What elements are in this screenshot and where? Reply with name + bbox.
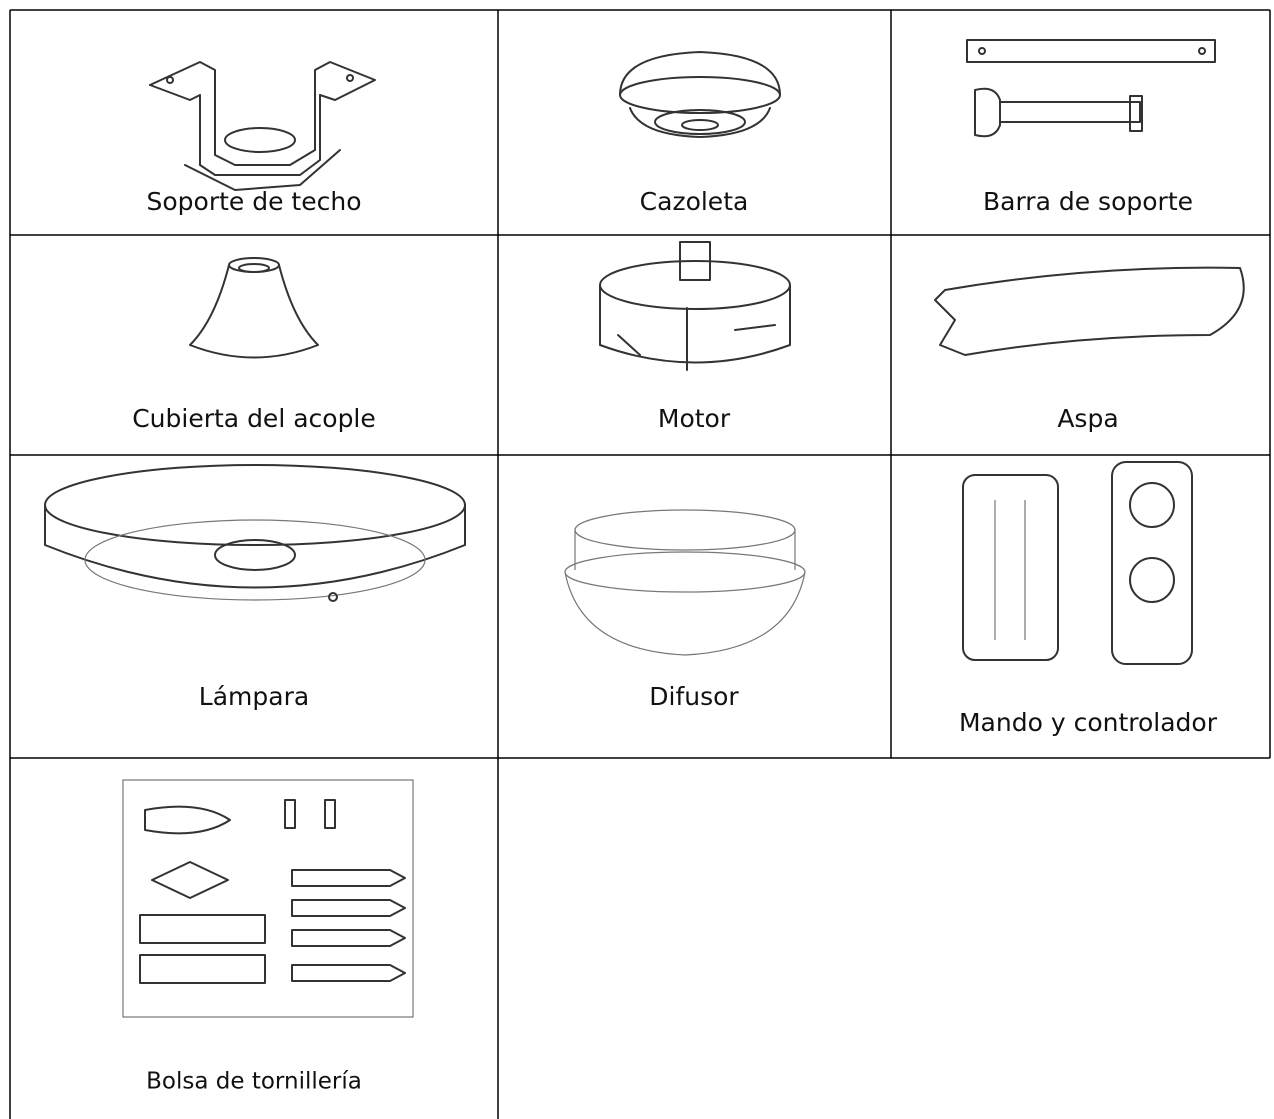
part-label: Aspa bbox=[1057, 404, 1118, 433]
remote-icon bbox=[962, 461, 1193, 665]
part-label: Lámpara bbox=[199, 682, 309, 711]
part-label: Mando y controlador bbox=[959, 708, 1218, 737]
support-bar-icon bbox=[966, 39, 1216, 138]
table-grid bbox=[9, 9, 1271, 1119]
coupling-cover-icon bbox=[189, 257, 319, 359]
blade-icon bbox=[934, 266, 1245, 356]
canopy-icon bbox=[619, 51, 781, 138]
part-label: Bolsa de tornillería bbox=[146, 1069, 362, 1095]
ceiling-bracket-icon bbox=[149, 61, 376, 191]
part-label: Soporte de techo bbox=[146, 187, 361, 216]
part-label: Motor bbox=[658, 404, 731, 433]
part-label: Barra de soporte bbox=[983, 187, 1193, 216]
part-label: Cazoleta bbox=[640, 187, 749, 216]
part-label: Difusor bbox=[649, 682, 739, 711]
part-label: Cubierta del acople bbox=[132, 404, 376, 433]
screw-bag-icon bbox=[122, 779, 414, 1018]
motor-icon bbox=[599, 241, 791, 371]
lamp-icon bbox=[44, 464, 466, 602]
captions: Soporte de techo Cazoleta Barra de sopor… bbox=[132, 187, 1217, 1095]
diffuser-icon bbox=[564, 509, 806, 656]
